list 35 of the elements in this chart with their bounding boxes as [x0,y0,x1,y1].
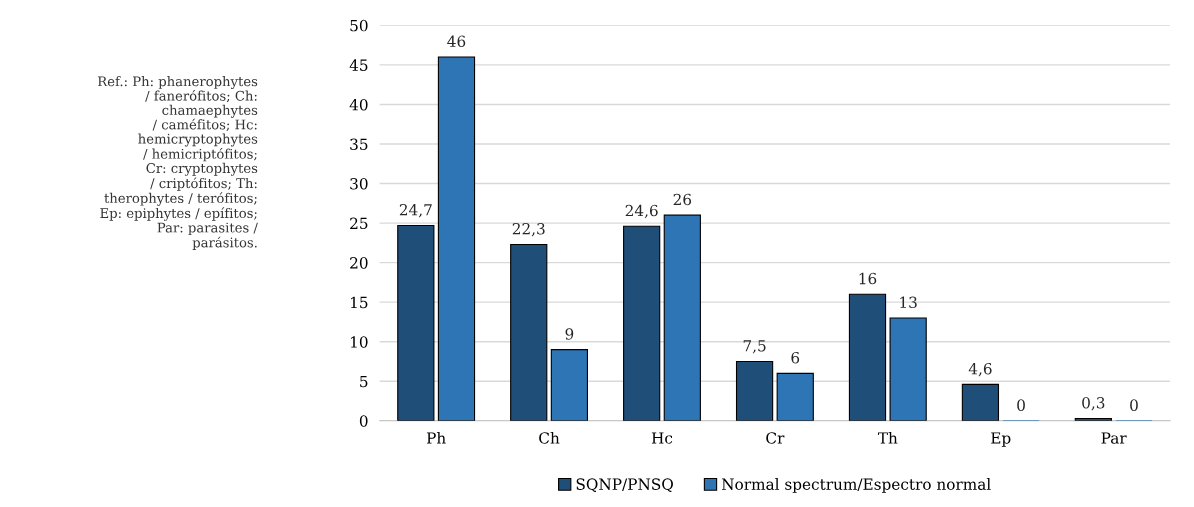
data-label: 6 [791,351,800,364]
x-tick-label: Ep [991,432,1011,447]
y-tick-label: 30 [350,178,368,190]
x-tick-label: Th [877,431,898,444]
x-tick-label: Ch [539,431,560,444]
legend-label: SQNP/PNSQ [576,478,673,493]
y-tick-label: 25 [350,217,368,230]
data-label: 7,5 [743,340,766,354]
x-tick-label: Par [1101,432,1127,444]
x-tick-label: Hc [651,432,673,444]
y-tick-label: 15 [351,296,368,309]
data-label: 16 [859,272,877,285]
y-tick-label: 50 [350,19,368,32]
y-tick-label: 40 [349,98,368,111]
x-tick-label: Cr [766,432,785,444]
data-label: 13 [900,296,917,309]
data-label: 0,3 [1082,396,1105,411]
data-label: 0 [1130,399,1138,411]
data-label: 9 [565,328,574,340]
y-tick-label: 20 [350,257,368,269]
y-tick-label: 35 [350,138,368,151]
y-tick-label: 0 [359,415,368,427]
data-label: 22,3 [512,222,545,237]
x-tick-label: Ph [426,431,446,444]
data-label: 46 [447,35,466,48]
data-label: 4,6 [968,362,992,377]
y-tick-label: 10 [351,336,368,348]
data-label: 0 [1017,399,1025,411]
y-tick-label: 45 [349,59,368,71]
text: Ref.: Ph: phanerophytes / fanerófitos; Ch: chamaephytes / caméfitos; Hc: hemicryptophytes / hemicriptófitos; Cr: cryptophytes / criptófitos; Th: therophytes / terófitos; Ep: epiphytes / epífitos; Par: parasites / parásitos. [97,76,258,250]
data-label: 26 [673,193,692,206]
y-tick-label: 5 [360,375,368,388]
legend-label: Normal spectrum/Espectro normal [721,478,991,493]
data-label: 24,7 [399,203,432,218]
data-label: 24,6 [625,204,658,219]
